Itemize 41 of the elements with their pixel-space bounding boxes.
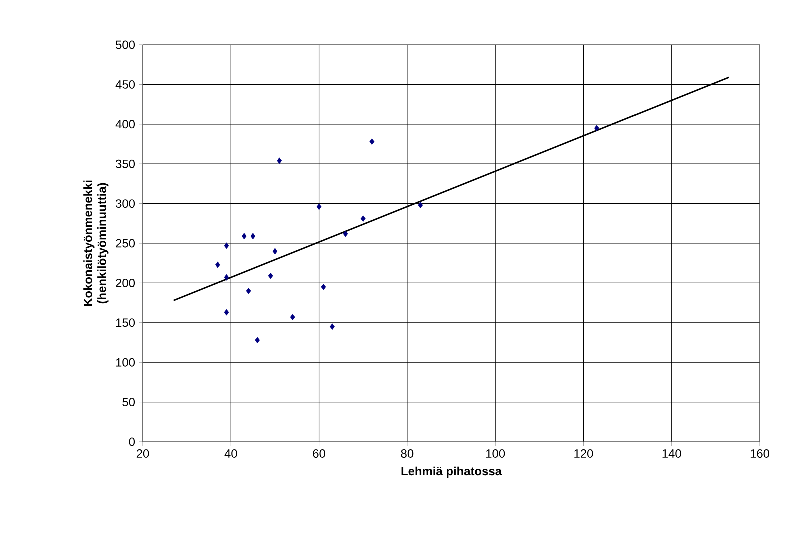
x-axis-title: Lehmiä pihatossa bbox=[402, 466, 502, 478]
point bbox=[255, 337, 260, 344]
point bbox=[343, 230, 348, 238]
y-tick-label: 250 bbox=[116, 239, 136, 248]
point bbox=[224, 274, 230, 281]
point bbox=[321, 284, 326, 290]
y-tick-label: 150 bbox=[116, 318, 136, 328]
x-tick-label: 40 bbox=[224, 450, 238, 458]
y-axis-title: Kokonaistyönmenekki (henkilötyöminuuttia) bbox=[84, 180, 109, 306]
point bbox=[277, 158, 282, 164]
y-tick-label: 400 bbox=[116, 120, 136, 129]
point bbox=[224, 242, 230, 250]
point bbox=[418, 202, 424, 209]
point bbox=[360, 216, 366, 222]
y-tick-label: 100 bbox=[116, 358, 136, 367]
point bbox=[268, 272, 274, 280]
point bbox=[272, 248, 278, 255]
y-tick-label: 0 bbox=[129, 438, 136, 446]
point bbox=[250, 233, 256, 240]
point bbox=[370, 138, 375, 146]
point bbox=[330, 324, 335, 330]
y-tick-label: 350 bbox=[116, 160, 136, 168]
y-tick-label: 50 bbox=[122, 398, 136, 407]
point bbox=[316, 204, 322, 210]
x-tick-label: 160 bbox=[750, 450, 770, 458]
y-tick-label: 300 bbox=[116, 200, 136, 208]
y-tick-label: 450 bbox=[116, 80, 136, 89]
point bbox=[224, 309, 230, 316]
point bbox=[290, 314, 296, 321]
point bbox=[594, 125, 600, 132]
x-tick-label: 120 bbox=[574, 450, 594, 458]
x-tick-label: 60 bbox=[313, 450, 326, 458]
x-tick-label: 100 bbox=[486, 450, 506, 458]
point bbox=[215, 262, 220, 268]
x-tick-label: 80 bbox=[401, 450, 414, 458]
point bbox=[246, 288, 252, 294]
x-tick-label: 20 bbox=[136, 450, 150, 458]
point bbox=[242, 233, 247, 240]
y-tick-label: 500 bbox=[116, 40, 136, 50]
x-tick-label: 140 bbox=[662, 450, 682, 458]
y-tick-label: 200 bbox=[116, 278, 136, 288]
